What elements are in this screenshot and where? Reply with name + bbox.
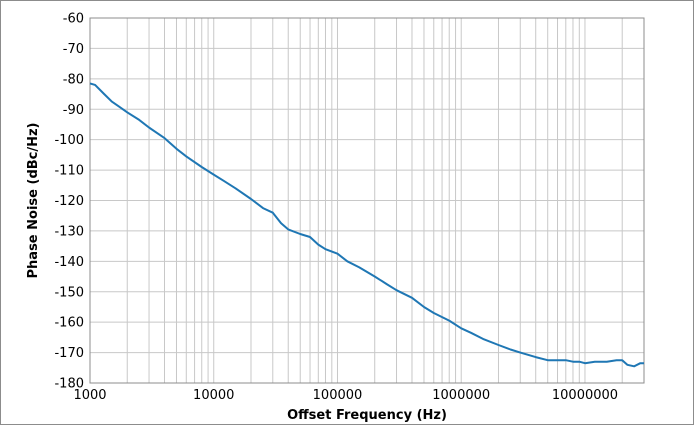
y-tick-label: -110 (54, 164, 84, 179)
x-axis-title: Offset Frequency (Hz) (287, 408, 447, 423)
y-tick-label: -120 (54, 194, 84, 209)
y-tick-label: -100 (54, 133, 84, 148)
y-tick-label: -140 (54, 255, 84, 270)
y-tick-label: -150 (54, 285, 84, 300)
y-tick-label: -130 (54, 224, 84, 239)
y-axis-title: Phase Noise (dBc/Hz) (26, 123, 41, 279)
phase-noise-series-line (89, 82, 644, 368)
y-tick-label: -70 (63, 42, 84, 57)
y-tick-label: -160 (54, 316, 84, 331)
series-layer (89, 82, 644, 368)
x-tick-label: 100000 (313, 388, 363, 403)
x-tick-labels: 1000 10000 100000 1000000 10000000 (73, 388, 618, 403)
y-tick-label: -80 (63, 72, 84, 87)
y-tick-labels: -60 -70 -80 -90 -100 -110 -120 -130 -140 -150 -160… (54, 12, 84, 392)
x-tick-label: 1000 (73, 388, 106, 403)
grid (89, 17, 645, 384)
x-tick-label: 10000000 (552, 388, 618, 403)
plot-area-border (89, 17, 645, 384)
y-tick-label: -60 (63, 12, 84, 27)
x-tick-label: 1000000 (432, 388, 490, 403)
y-tick-label: -90 (63, 103, 84, 118)
y-tick-label: -180 (54, 377, 84, 392)
x-tick-label: 10000 (193, 388, 234, 403)
y-tick-label: -170 (54, 346, 84, 361)
